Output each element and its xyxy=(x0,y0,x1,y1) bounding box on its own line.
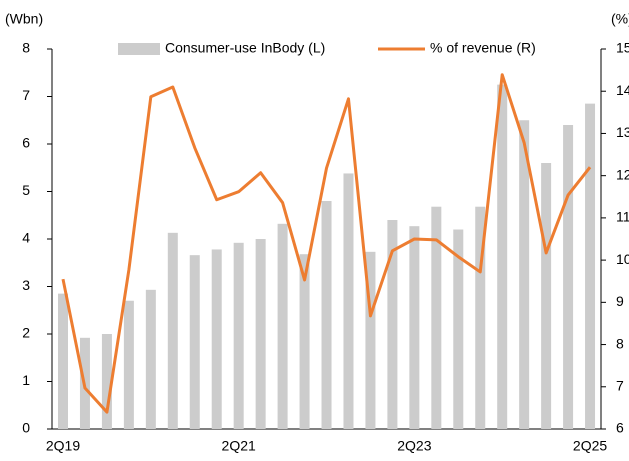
y2-tick-label: 13 xyxy=(616,124,629,140)
y-tick-label: 2 xyxy=(22,325,30,341)
legend-label: Consumer-use InBody (L) xyxy=(165,40,325,56)
x-tick-label: 2Q25 xyxy=(573,438,607,454)
y2-tick-label: 15 xyxy=(616,40,629,56)
y-tick-label: 5 xyxy=(22,182,30,198)
bar xyxy=(453,229,464,429)
legend-swatch xyxy=(118,43,160,55)
bar xyxy=(233,242,244,429)
y2-tick-label: 6 xyxy=(616,420,624,436)
bar xyxy=(321,201,332,429)
bar xyxy=(145,289,156,429)
y-tick-label: 6 xyxy=(22,135,30,151)
bar xyxy=(343,173,354,429)
y-tick-label: 3 xyxy=(22,277,30,293)
bar xyxy=(101,334,112,429)
bar xyxy=(585,103,596,429)
legend-label: % of revenue (R) xyxy=(430,40,536,56)
line xyxy=(61,73,592,414)
bar xyxy=(475,206,486,429)
y-tick-label: 0 xyxy=(22,420,30,436)
x-tick-label: 2Q19 xyxy=(46,438,80,454)
bar xyxy=(277,223,288,429)
bar xyxy=(167,232,178,429)
y2-tick-label: 8 xyxy=(616,335,624,351)
y-tick-label: 1 xyxy=(22,372,30,388)
y2-tick-label: 12 xyxy=(616,166,629,182)
y2-tick-label: 9 xyxy=(616,293,624,309)
bar xyxy=(123,300,134,429)
bar xyxy=(387,220,398,429)
bar xyxy=(299,254,310,429)
bar xyxy=(519,120,530,429)
bar xyxy=(58,293,68,429)
y-tick-label: 7 xyxy=(22,87,30,103)
bar xyxy=(365,251,376,429)
y2-tick-label: 10 xyxy=(616,251,629,267)
bar xyxy=(563,125,574,429)
bar xyxy=(189,255,200,429)
y2-tick-label: 7 xyxy=(616,377,624,393)
bar xyxy=(211,249,222,429)
bar xyxy=(541,163,552,429)
y2-tick-label: 14 xyxy=(616,82,629,98)
x-tick-label: 2Q23 xyxy=(397,438,431,454)
y2-tick-label: 11 xyxy=(616,209,629,225)
bar xyxy=(255,239,266,429)
y2-axis-label: (%) xyxy=(611,11,629,27)
y-tick-label: 4 xyxy=(22,230,30,246)
y-tick-label: 8 xyxy=(22,40,30,56)
bar xyxy=(497,84,508,429)
y-axis-label: (Wbn) xyxy=(5,11,43,27)
bar xyxy=(431,206,442,429)
x-tick-label: 2Q21 xyxy=(222,438,256,454)
bar xyxy=(409,226,420,429)
